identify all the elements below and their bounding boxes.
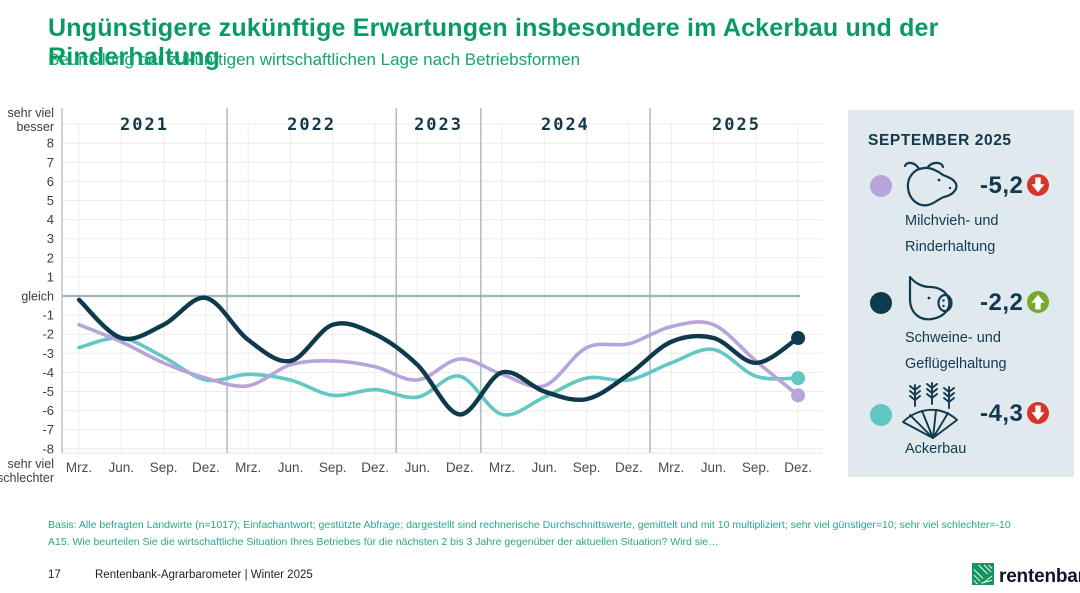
trend-up-icon: [1026, 290, 1050, 319]
svg-text:Dez.: Dez.: [446, 460, 474, 475]
legend-panel: SEPTEMBER 2025 -5,2 Milchvieh- und Rinde…: [848, 110, 1074, 477]
svg-text:-5: -5: [42, 384, 54, 399]
page-number: 17: [48, 569, 61, 581]
svg-text:Mrz.: Mrz.: [235, 460, 261, 475]
page-title: Ungünstigere zukünftige Erwartungen insb…: [48, 14, 939, 71]
svg-text:2021: 2021: [120, 115, 169, 135]
svg-text:-1: -1: [42, 308, 54, 323]
svg-text:Dez.: Dez.: [361, 460, 389, 475]
legend-bullet-schweine: [870, 292, 892, 314]
basis-line2: A15. Wie beurteilen Sie die wirtschaftli…: [48, 535, 719, 548]
legend-label-milchvieh: Milchvieh- und Rinderhaltung: [905, 213, 999, 255]
svg-text:2024: 2024: [541, 115, 590, 135]
rentenbank-logo-text: rentenbank: [999, 565, 1080, 587]
series-line-2: [77, 336, 800, 417]
svg-text:Mrz.: Mrz.: [66, 460, 92, 475]
legend-label-schweine: Schweine- und Geflügelhaltung: [905, 330, 1007, 372]
svg-text:sehr viel: sehr viel: [7, 106, 54, 120]
svg-text:-4: -4: [42, 365, 54, 380]
legend-value-milchvieh: -5,2: [980, 172, 1024, 199]
svg-text:Mrz.: Mrz.: [489, 460, 515, 475]
legend-label-ackerbau: Ackerbau: [905, 441, 967, 457]
wheat-icon: [900, 382, 964, 440]
svg-text:gleich: gleich: [21, 290, 54, 304]
cow-icon: [898, 158, 968, 212]
svg-text:8: 8: [47, 136, 54, 151]
svg-text:Mrz.: Mrz.: [658, 460, 684, 475]
basis-line1: Basis: Alle befragten Landwirte (n=1017)…: [48, 519, 1011, 531]
legend-bullet-ackerbau: [870, 404, 892, 426]
legend-value-ackerbau: -4,3: [980, 400, 1024, 427]
svg-text:-3: -3: [42, 346, 54, 361]
svg-text:3: 3: [47, 231, 54, 246]
svg-text:-8: -8: [42, 441, 54, 456]
svg-text:Sep.: Sep.: [573, 460, 601, 475]
pig-icon: [900, 273, 964, 329]
svg-text:-7: -7: [42, 422, 54, 437]
legend-heading: SEPTEMBER 2025: [868, 132, 1012, 149]
svg-text:2025: 2025: [712, 115, 761, 135]
svg-text:7: 7: [47, 155, 54, 170]
svg-text:Sep.: Sep.: [742, 460, 770, 475]
svg-text:Jun.: Jun.: [701, 460, 727, 475]
trend-down-icon: [1026, 401, 1050, 430]
svg-text:besser: besser: [16, 120, 54, 134]
rentenbank-logo: rentenbank: [972, 563, 1080, 590]
source-line: Rentenbank-Agrarbarometer | Winter 2025: [95, 569, 313, 581]
svg-text:Dez.: Dez.: [615, 460, 643, 475]
svg-text:-6: -6: [42, 403, 54, 418]
svg-text:Dez.: Dez.: [784, 460, 812, 475]
svg-text:5: 5: [47, 193, 54, 208]
basis-note: Basis: Alle befragten Landwirte (n=1017)…: [48, 517, 1038, 550]
series-endpoint-2: [791, 371, 806, 386]
rentenbank-logo-icon: [972, 563, 994, 590]
svg-text:6: 6: [47, 174, 54, 189]
svg-text:2023: 2023: [414, 115, 463, 135]
svg-text:Jun.: Jun.: [405, 460, 431, 475]
svg-text:4: 4: [47, 212, 54, 227]
series-endpoint-0: [791, 388, 806, 403]
legend-value-schweine: -2,2: [980, 289, 1024, 316]
line-chart: Mrz. Jun. Sep. Dez. Mrz. Jun. Sep. Dez. Jun. Dez.…: [0, 100, 840, 500]
page-subtitle: Beurteilung der zukünftigen wirtschaftli…: [48, 50, 581, 69]
svg-text:Jun.: Jun.: [532, 460, 558, 475]
svg-text:Sep.: Sep.: [150, 460, 178, 475]
chart-svg: Mrz. Jun. Sep. Dez. Mrz. Jun. Sep. Dez. Jun. Dez.…: [0, 106, 823, 485]
svg-text:2: 2: [47, 250, 54, 265]
svg-text:Jun.: Jun.: [109, 460, 135, 475]
svg-text:Dez.: Dez.: [192, 460, 220, 475]
svg-text:2022: 2022: [287, 115, 336, 135]
svg-text:1: 1: [47, 269, 54, 284]
series-line-1: [76, 295, 801, 417]
trend-down-icon: [1026, 173, 1050, 202]
series-endpoint-1: [791, 331, 806, 346]
svg-text:Jun.: Jun.: [278, 460, 304, 475]
svg-text:Sep.: Sep.: [319, 460, 347, 475]
legend-bullet-milchvieh: [870, 175, 892, 197]
svg-text:-2: -2: [42, 327, 54, 342]
svg-text:sehr viel: sehr viel: [7, 457, 54, 471]
series-line-0: [77, 320, 800, 398]
svg-text:schlechter: schlechter: [0, 471, 54, 485]
